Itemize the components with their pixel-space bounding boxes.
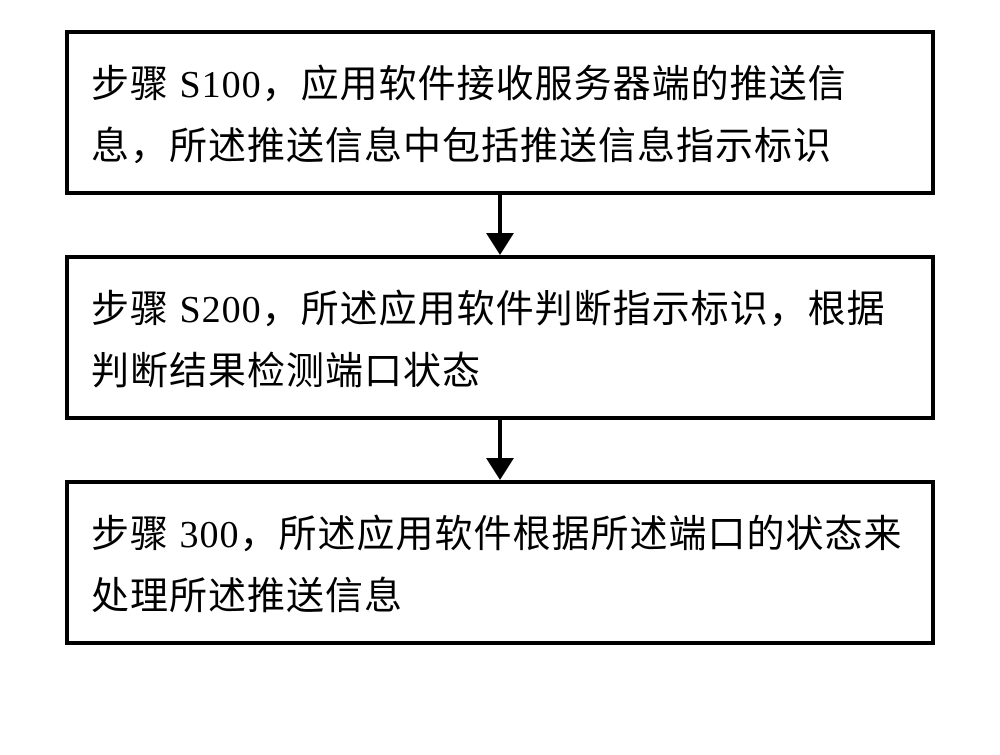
step-box-s200: 步骤 S200，所述应用软件判断指示标识，根据判断结果检测端口状态 — [65, 255, 935, 420]
arrow-2 — [486, 420, 514, 480]
step-box-300: 步骤 300，所述应用软件根据所述端口的状态来处理所述推送信息 — [65, 480, 935, 645]
arrow-head-icon — [486, 233, 514, 255]
flowchart-container: 步骤 S100，应用软件接收服务器端的推送信息，所述推送信息中包括推送信息指示标… — [65, 30, 935, 645]
arrow-head-icon — [486, 458, 514, 480]
arrow-1 — [486, 195, 514, 255]
step-text: 步骤 300，所述应用软件根据所述端口的状态来处理所述推送信息 — [91, 504, 909, 628]
step-box-s100: 步骤 S100，应用软件接收服务器端的推送信息，所述推送信息中包括推送信息指示标… — [65, 30, 935, 195]
step-text: 步骤 S100，应用软件接收服务器端的推送信息，所述推送信息中包括推送信息指示标… — [91, 54, 909, 178]
arrow-line — [498, 195, 502, 233]
arrow-line — [498, 420, 502, 458]
step-text: 步骤 S200，所述应用软件判断指示标识，根据判断结果检测端口状态 — [91, 279, 909, 403]
